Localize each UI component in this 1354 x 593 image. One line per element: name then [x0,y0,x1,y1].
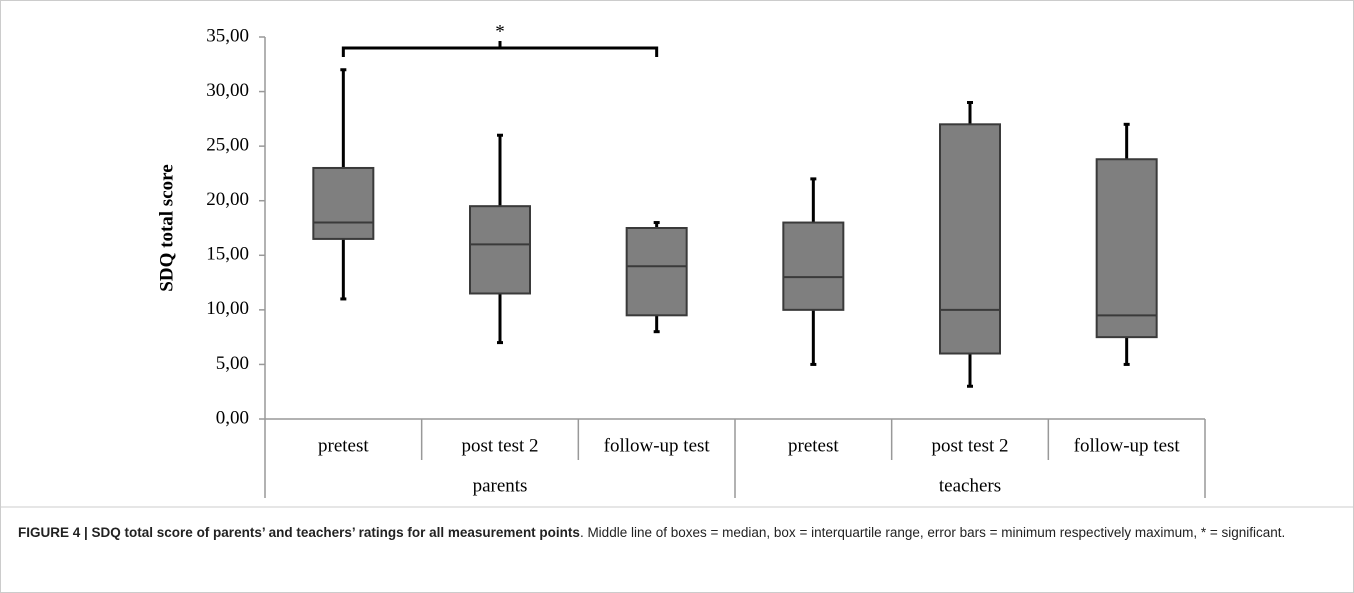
significance-label: * [495,21,505,42]
y-tick-label: 25,00 [206,135,249,156]
x-tick-label: follow-up test [604,435,711,456]
x-tick-label: pretest [788,435,839,456]
y-tick-label: 10,00 [206,298,249,319]
x-tick-label: pretest [318,435,369,456]
y-tick-label: 0,00 [216,407,249,428]
group-label: parents [473,475,528,496]
y-axis-title: SDQ total score [156,164,177,291]
x-tick-label: post test 2 [461,435,538,456]
box [625,227,688,317]
box [312,166,375,240]
y-tick-label: 30,00 [206,80,249,101]
y-tick-label: 20,00 [206,189,249,210]
caption-bold: FIGURE 4 | SDQ total score of parents’ a… [18,525,580,540]
caption-text: . Middle line of boxes = median, box = i… [579,525,1286,540]
y-tick-label: 5,00 [216,353,249,374]
x-tick-label: post test 2 [931,435,1008,456]
y-tick-label: 15,00 [206,244,249,265]
box [1095,158,1158,339]
x-tick-label: follow-up test [1074,435,1181,456]
box [469,205,531,295]
significance-bracket [341,41,659,57]
caption: FIGURE 4 | SDQ total score of parents’ a… [18,520,1328,545]
group-label: teachers [939,475,1001,496]
box [939,123,1001,355]
y-tick-label: 35,00 [206,25,249,46]
box [782,221,845,311]
